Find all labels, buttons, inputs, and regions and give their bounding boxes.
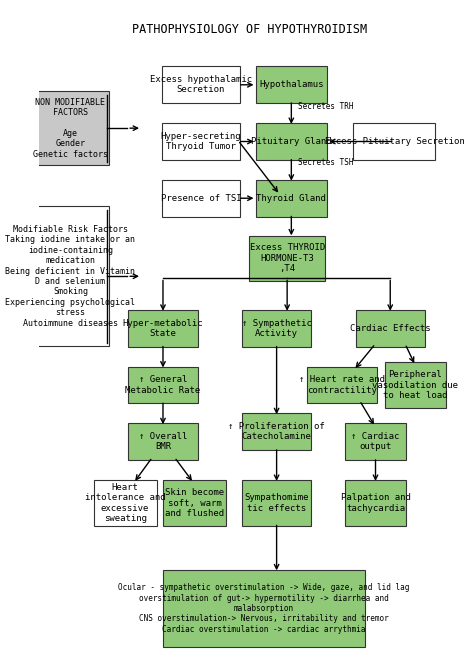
FancyBboxPatch shape	[128, 366, 198, 403]
FancyBboxPatch shape	[345, 423, 406, 460]
FancyBboxPatch shape	[162, 66, 240, 103]
FancyBboxPatch shape	[354, 123, 436, 160]
FancyBboxPatch shape	[307, 366, 376, 403]
FancyBboxPatch shape	[242, 413, 311, 450]
FancyBboxPatch shape	[385, 362, 446, 408]
Text: Hyper-metabolic
State: Hyper-metabolic State	[123, 319, 203, 338]
Text: Excess Pituitary Secretion: Excess Pituitary Secretion	[325, 137, 465, 146]
FancyBboxPatch shape	[255, 66, 327, 103]
FancyBboxPatch shape	[128, 310, 198, 346]
Text: ↑ General
Metabolic Rate: ↑ General Metabolic Rate	[125, 375, 201, 395]
FancyBboxPatch shape	[31, 92, 109, 165]
Text: Secretes TSH: Secretes TSH	[298, 158, 353, 168]
FancyBboxPatch shape	[162, 123, 240, 160]
Text: Thyroid Gland: Thyroid Gland	[256, 194, 326, 203]
Text: Pituitary Gland: Pituitary Gland	[251, 137, 332, 146]
FancyBboxPatch shape	[345, 480, 406, 526]
Text: Secretes TRH: Secretes TRH	[298, 102, 353, 111]
Text: Hypothalamus: Hypothalamus	[259, 80, 324, 89]
Text: Sympathomime
tic effects: Sympathomime tic effects	[245, 493, 309, 513]
FancyBboxPatch shape	[128, 423, 198, 460]
Text: Excess THYROID
HORMONE-T3
,T4: Excess THYROID HORMONE-T3 ,T4	[249, 243, 325, 273]
FancyBboxPatch shape	[356, 310, 425, 346]
Text: ↑ Cardiac
output: ↑ Cardiac output	[351, 432, 400, 452]
FancyBboxPatch shape	[162, 180, 240, 216]
Text: Peripheral
vasodilation due
to heat load: Peripheral vasodilation due to heat load	[373, 370, 458, 400]
Text: Skin become
soft, warm
and flushed: Skin become soft, warm and flushed	[165, 488, 224, 518]
Text: ↑ Proliferation of
Catecholamine: ↑ Proliferation of Catecholamine	[228, 422, 325, 442]
FancyBboxPatch shape	[163, 480, 226, 526]
Text: Excess hypothalamic
Secretion: Excess hypothalamic Secretion	[150, 75, 252, 94]
Text: PATHOPHYSIOLOGY OF HYPOTHYROIDISM: PATHOPHYSIOLOGY OF HYPOTHYROIDISM	[132, 23, 367, 36]
Text: NON MODIFIABLE
FACTORS

Age
Gender
Genetic factors: NON MODIFIABLE FACTORS Age Gender Geneti…	[33, 98, 108, 159]
FancyBboxPatch shape	[242, 310, 311, 346]
Text: Heart
intolerance and
excessive
sweating: Heart intolerance and excessive sweating	[85, 483, 165, 523]
FancyBboxPatch shape	[255, 123, 327, 160]
FancyBboxPatch shape	[93, 480, 157, 526]
Text: ↑ Sympathetic
Activity: ↑ Sympathetic Activity	[242, 319, 311, 338]
FancyBboxPatch shape	[242, 480, 311, 526]
Text: ↑ Overall
BMR: ↑ Overall BMR	[139, 432, 187, 452]
Text: ↑ Heart rate and
contractility: ↑ Heart rate and contractility	[299, 375, 385, 395]
Text: Palpation and
tachycardia: Palpation and tachycardia	[341, 493, 410, 513]
FancyBboxPatch shape	[31, 206, 109, 346]
Text: Modifiable Risk Factors
Taking iodine intake or an
iodine-containing
medication
: Modifiable Risk Factors Taking iodine in…	[5, 225, 136, 328]
FancyBboxPatch shape	[249, 236, 325, 281]
FancyBboxPatch shape	[163, 570, 365, 647]
Text: Presence of TSI: Presence of TSI	[161, 194, 241, 203]
Text: Ocular - sympathetic overstimulation -> Wide, gaze, and lid lag
overstimulation : Ocular - sympathetic overstimulation -> …	[118, 584, 410, 634]
FancyBboxPatch shape	[255, 180, 327, 216]
Text: Hyper-secreting
Thryoid Tumor: Hyper-secreting Thryoid Tumor	[161, 132, 241, 151]
Text: Cardiac Effects: Cardiac Effects	[350, 324, 430, 333]
